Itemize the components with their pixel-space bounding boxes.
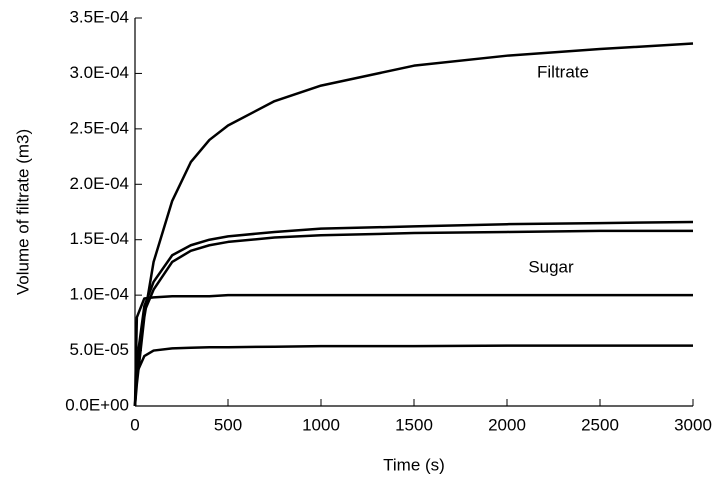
series-line bbox=[133, 293, 693, 407]
y-tick-label: 0.0E+00 bbox=[65, 395, 129, 414]
x-tick-label: 1500 bbox=[395, 415, 433, 434]
x-tick-label: 500 bbox=[214, 415, 242, 434]
x-tick-label: 3000 bbox=[674, 415, 712, 434]
series-line bbox=[133, 344, 693, 407]
x-tick-label: 1000 bbox=[302, 415, 340, 434]
y-tick-label: 3.0E-04 bbox=[69, 63, 129, 82]
y-tick-label: 1.5E-04 bbox=[69, 229, 129, 248]
y-tick-label: 1.0E-04 bbox=[69, 285, 129, 304]
x-axis-label: Time (s) bbox=[383, 455, 445, 474]
annotation: Filtrate bbox=[537, 62, 589, 81]
y-tick-label: 2.0E-04 bbox=[69, 174, 129, 193]
y-axis-label: Volume of filtrate (m3) bbox=[13, 129, 32, 295]
annotation: Sugar bbox=[528, 257, 574, 276]
y-tick-label: 5.0E-05 bbox=[69, 340, 129, 359]
y-tick-label: 3.5E-04 bbox=[69, 7, 129, 26]
x-tick-label: 2500 bbox=[581, 415, 619, 434]
x-tick-label: 2000 bbox=[488, 415, 526, 434]
series-line bbox=[133, 220, 694, 407]
series-line bbox=[133, 229, 693, 407]
y-tick-label: 2.5E-04 bbox=[69, 118, 129, 137]
series-line bbox=[133, 42, 694, 407]
x-tick-label: 0 bbox=[130, 415, 139, 434]
